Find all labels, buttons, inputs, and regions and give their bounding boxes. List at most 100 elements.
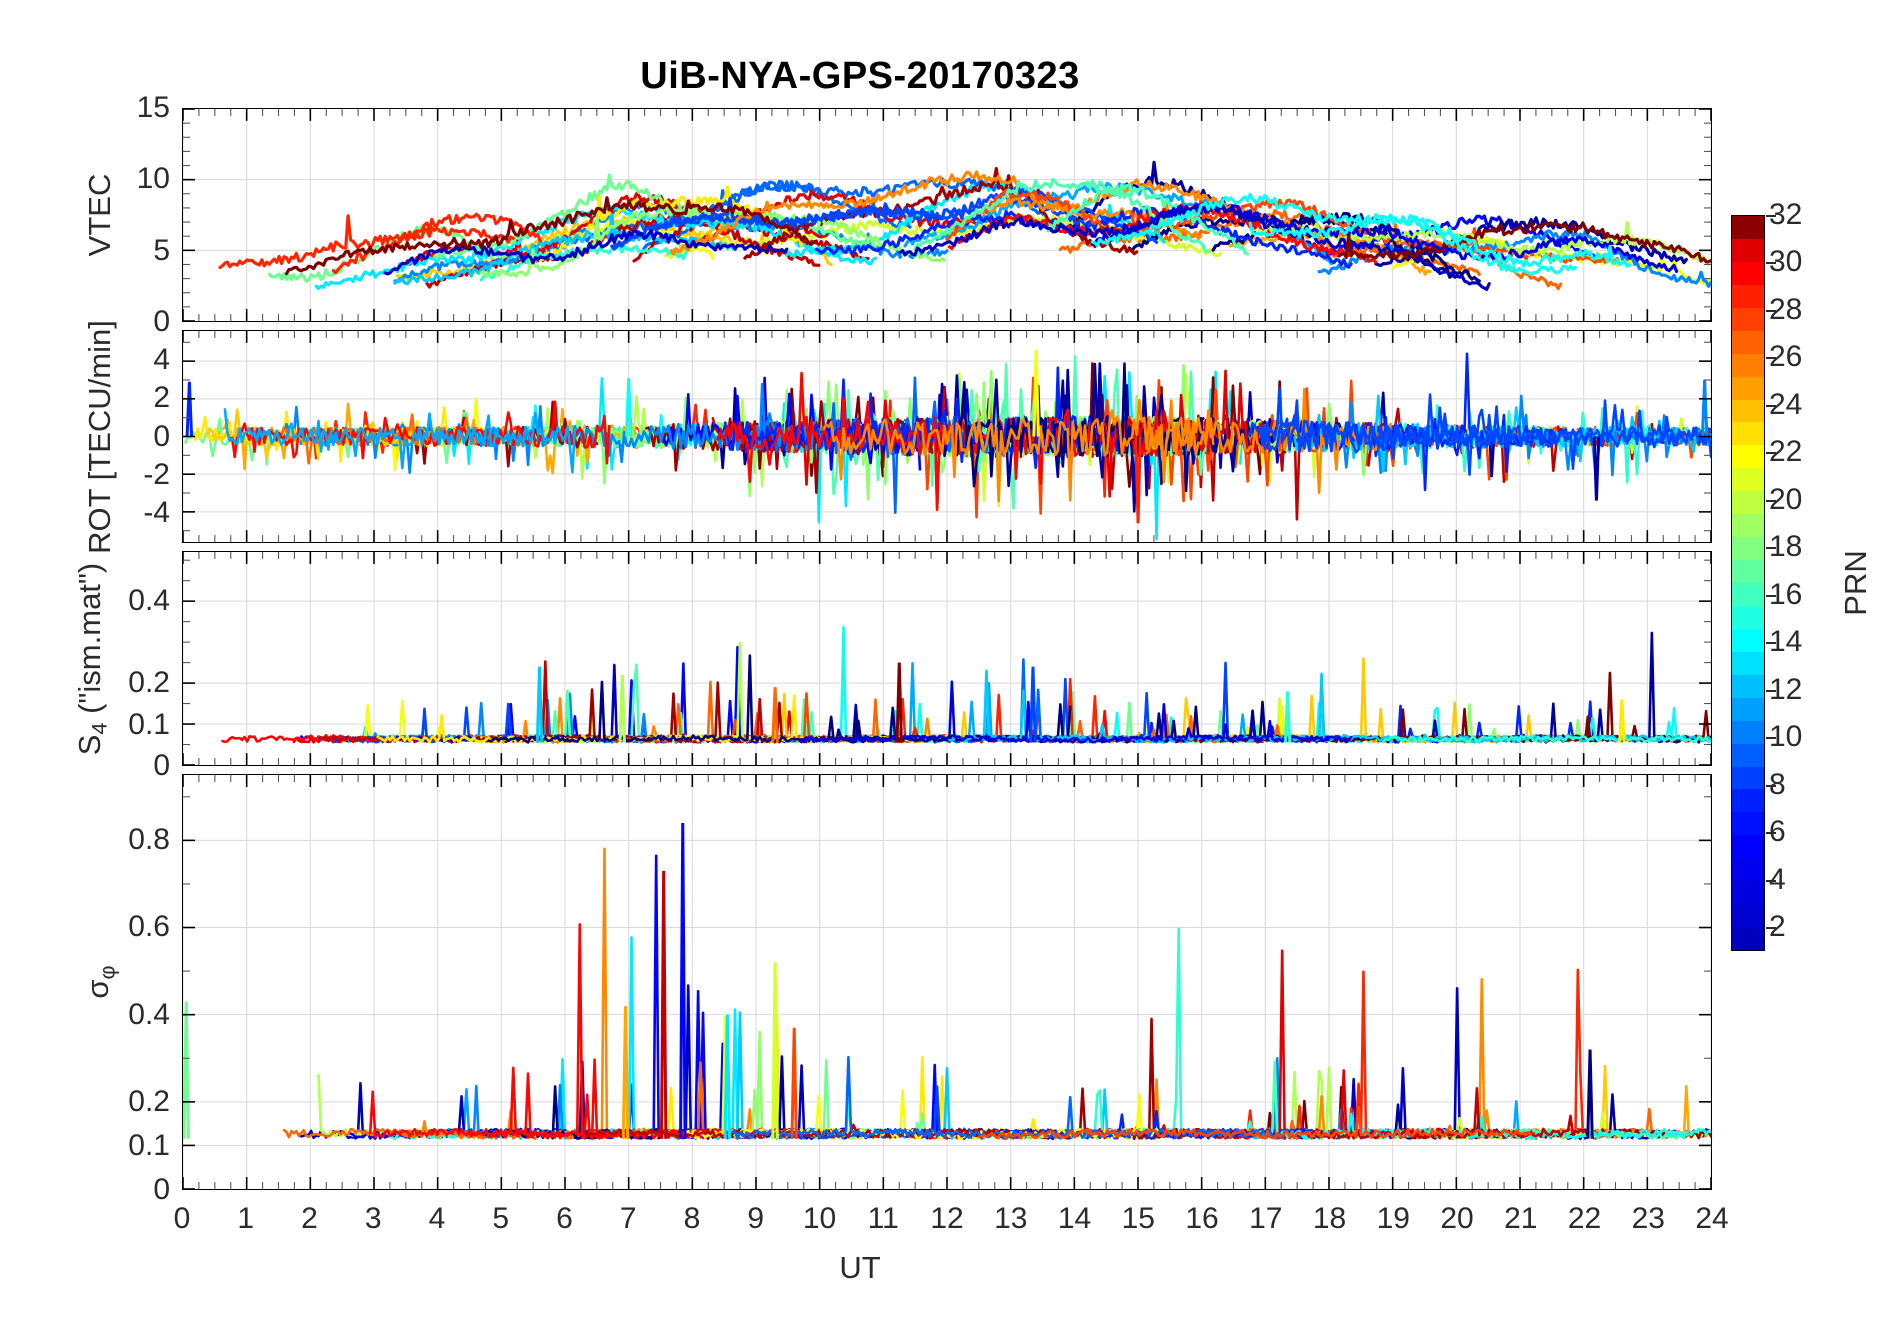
prn-trace-spike — [185, 381, 194, 437]
colorbar-segment — [1732, 284, 1764, 308]
x-tick-label: 24 — [1695, 1202, 1729, 1235]
colorbar-segment — [1732, 904, 1764, 928]
colorbar-tick-mark — [1766, 404, 1776, 407]
y-tick-sigma_phi: 0.2 — [128, 1085, 170, 1119]
prn-trace-spike — [624, 377, 633, 437]
prn-trace — [1219, 986, 1711, 1141]
colorbar-tick-mark — [1766, 357, 1776, 360]
prn-trace-spike — [771, 962, 779, 1139]
colorbar-segment — [1732, 720, 1764, 744]
prn-trace — [1140, 968, 1624, 1140]
colorbar-segment — [1732, 238, 1764, 262]
colorbar-segment — [1732, 307, 1764, 331]
y-tick-s4: 0.1 — [128, 707, 170, 741]
prn-trace — [297, 984, 848, 1140]
prn-trace — [1315, 214, 1597, 259]
colorbar-segment — [1732, 514, 1764, 538]
colorbar-tick-label: 16 — [1769, 577, 1803, 611]
x-tick-label: 0 — [173, 1202, 191, 1235]
y-tick-rot: -2 — [143, 457, 170, 491]
colorbar-segment — [1732, 605, 1764, 629]
colorbar-segment — [1732, 927, 1764, 950]
x-tick-label: 9 — [747, 1202, 765, 1235]
prn-trace-spike — [1029, 666, 1037, 743]
colorbar-tick-label: 6 — [1769, 815, 1786, 849]
x-tick-label: 11 — [867, 1202, 899, 1235]
colorbar-tick-mark — [1766, 262, 1776, 265]
prn-trace — [223, 408, 577, 474]
colorbar-segment — [1732, 537, 1764, 561]
x-tick-label: 5 — [492, 1202, 510, 1235]
colorbar-segment — [1732, 353, 1764, 377]
prn-trace — [977, 1106, 1533, 1141]
prn-trace-spike — [1283, 691, 1292, 743]
colorbar-tick-label: 30 — [1769, 245, 1803, 279]
subplot-s4[interactable] — [182, 551, 1712, 766]
colorbar-segment — [1732, 697, 1764, 721]
y-axis-label-sigma_phi: σφ — [79, 965, 120, 999]
y-tick-rot: -4 — [143, 495, 170, 529]
colorbar-segment — [1732, 216, 1764, 239]
x-tick-label: 1 — [237, 1202, 255, 1235]
prn-trace — [1214, 1057, 1412, 1140]
prn-trace — [1337, 221, 1711, 264]
colorbar-segment — [1732, 881, 1764, 905]
prn-trace — [1248, 213, 1632, 268]
colorbar-segment — [1732, 261, 1764, 285]
prn-trace — [1090, 192, 1578, 276]
subplot-vtec[interactable] — [182, 108, 1712, 322]
colorbar-segment — [1732, 766, 1764, 790]
x-tick-label: 14 — [1057, 1202, 1092, 1235]
colorbar-tick-mark — [1766, 594, 1776, 597]
subplot-rot[interactable] — [182, 330, 1712, 543]
x-tick-label: 16 — [1185, 1202, 1219, 1235]
prn-trace — [396, 847, 835, 1140]
colorbar-tick-label: 2 — [1769, 910, 1786, 944]
prn-trace-spike — [1618, 699, 1626, 743]
prn-trace — [913, 177, 1210, 254]
x-tick-label: 18 — [1312, 1202, 1347, 1235]
prn-trace — [898, 202, 1491, 291]
y-tick-sigma_phi: 0.4 — [128, 997, 170, 1031]
colorbar-tick-mark — [1766, 499, 1776, 502]
x-tick-label: 7 — [619, 1202, 637, 1235]
prn-trace — [1377, 631, 1711, 744]
colorbar-tick-mark — [1766, 215, 1776, 217]
prn-trace — [1381, 734, 1711, 744]
subplot-sigma_phi[interactable] — [182, 774, 1712, 1190]
prn-colorbar[interactable] — [1731, 215, 1765, 951]
colorbar-segment — [1732, 445, 1764, 469]
colorbar-label: PRN — [1838, 550, 1873, 616]
x-tick-label: 23 — [1631, 1202, 1665, 1235]
colorbar-tick-mark — [1766, 452, 1776, 455]
colorbar-segment — [1732, 422, 1764, 446]
colorbar-segment — [1732, 743, 1764, 767]
colorbar-tick-mark — [1766, 547, 1776, 550]
x-tick-label: 17 — [1249, 1202, 1283, 1235]
prn-trace — [679, 1015, 1161, 1140]
y-tick-vtec: 0 — [153, 305, 170, 338]
colorbar-segment — [1732, 812, 1764, 836]
colorbar-tick-label: 4 — [1769, 862, 1786, 896]
colorbar-tick-mark — [1766, 642, 1776, 645]
x-tick-label: 4 — [428, 1202, 446, 1235]
prn-trace — [1258, 386, 1711, 452]
y-axis-label-s4: S4 ("ism.mat") — [71, 562, 112, 755]
colorbar-tick-mark — [1766, 927, 1776, 930]
prn-trace-spike — [790, 1027, 798, 1139]
prn-trace — [822, 398, 1215, 503]
colorbar-tick-mark — [1766, 784, 1776, 787]
y-tick-s4: 0 — [153, 749, 170, 782]
colorbar-tick-label: 18 — [1769, 530, 1803, 564]
y-tick-sigma_phi: 0.6 — [128, 910, 170, 944]
y-tick-rot: 2 — [153, 381, 170, 415]
prn-trace — [218, 214, 515, 270]
colorbar-segment — [1732, 789, 1764, 813]
colorbar-tick-label: 28 — [1769, 292, 1803, 326]
y-axis-label-rot: ROT [TECU/min] — [82, 319, 117, 554]
prn-trace-spike — [679, 822, 687, 1139]
colorbar-segment — [1732, 583, 1764, 606]
prn-trace — [1046, 182, 1250, 256]
colorbar-tick-mark — [1766, 737, 1776, 740]
x-tick-label: 21 — [1504, 1202, 1538, 1235]
